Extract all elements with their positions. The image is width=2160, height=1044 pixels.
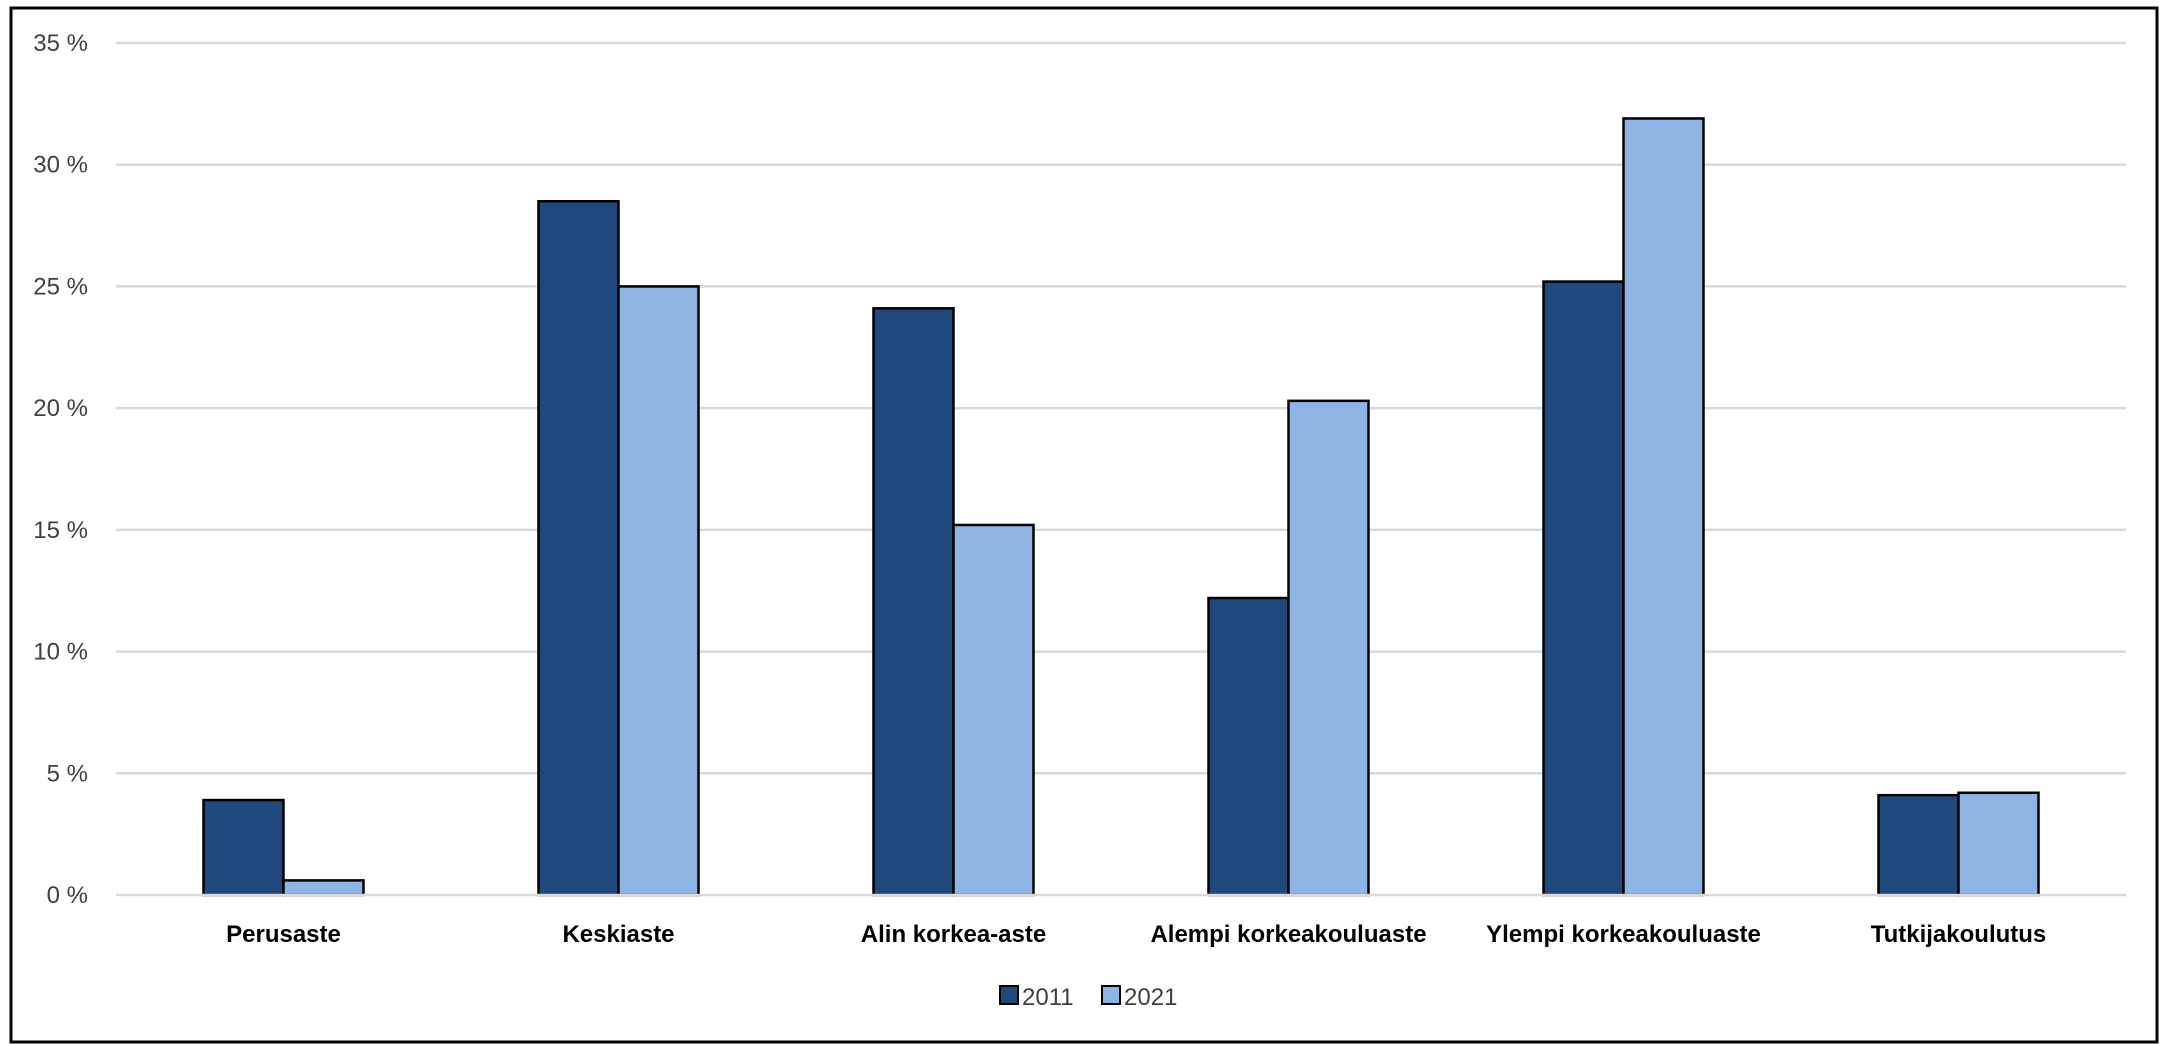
bar-2021-5 <box>1957 791 2040 897</box>
x-category-label: Tutkijakoulutus <box>1871 921 2047 948</box>
bar-2021-0 <box>282 879 365 897</box>
y-axis-ticks: 0 % 5 % 10 % 15 % 20 % 25 % 30 % 35 % <box>33 30 88 909</box>
legend-label-2011: 2011 <box>1022 984 1074 1011</box>
gridlines <box>116 41 2126 775</box>
x-category-label: Keskiaste <box>562 921 674 948</box>
bar-2011-4 <box>1542 280 1625 897</box>
legend-label-2021: 2021 <box>1124 984 1177 1011</box>
bar-2021-2 <box>952 523 1035 897</box>
x-axis-labels: Perusaste Keskiaste Alin korkea-aste Alempi… <box>226 921 2046 948</box>
y-tick-label: 15 % <box>33 517 88 544</box>
bar-2011-0 <box>202 798 285 897</box>
legend-swatch-2011 <box>999 985 1019 1005</box>
y-tick-label: 0 % <box>47 882 88 909</box>
bars <box>202 117 2040 897</box>
bar-2021-3 <box>1287 399 1370 897</box>
bar-2011-1 <box>537 199 620 897</box>
y-tick-label: 10 % <box>33 639 88 666</box>
y-tick-label: 5 % <box>47 760 88 787</box>
bar-2021-1 <box>617 285 700 897</box>
y-tick-label: 25 % <box>33 273 88 300</box>
x-category-label: Alempi korkeakouluaste <box>1150 921 1426 948</box>
bar-2021-4 <box>1622 117 1705 897</box>
y-tick-label: 35 % <box>33 30 88 57</box>
x-category-label: Perusaste <box>226 921 341 948</box>
bar-2011-5 <box>1877 793 1960 897</box>
x-category-label: Ylempi korkeakouluaste <box>1486 921 1761 948</box>
legend: 2011 2021 <box>999 984 1177 1011</box>
y-tick-label: 20 % <box>33 395 88 422</box>
bar-2011-3 <box>1207 596 1290 897</box>
bar-2011-2 <box>872 307 955 897</box>
legend-swatch-2021 <box>1101 985 1121 1005</box>
chart-border <box>9 6 2159 1044</box>
x-category-label: Alin korkea-aste <box>861 921 1046 948</box>
y-tick-label: 30 % <box>33 152 88 179</box>
